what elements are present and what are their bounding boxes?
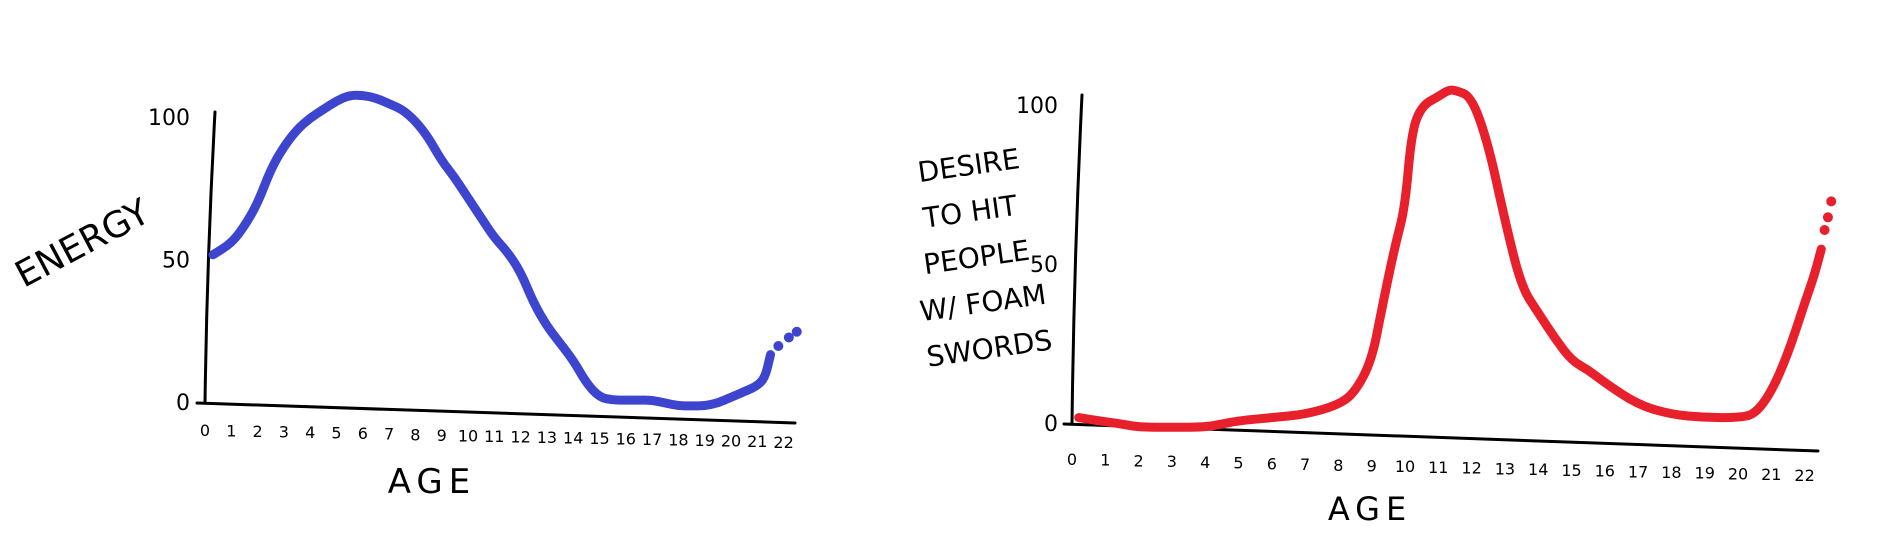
x-tick-label: 12 xyxy=(510,427,530,446)
x-tick-label: 5 xyxy=(1233,454,1243,473)
x-tick-label: 6 xyxy=(1267,454,1277,473)
x-tick-label: 1 xyxy=(226,422,236,441)
x-tick-label: 17 xyxy=(642,430,662,449)
x-tick-label: 3 xyxy=(1167,452,1177,471)
x-tick-label: 15 xyxy=(1561,461,1581,480)
x-tick-label: 15 xyxy=(589,429,609,448)
y-tick-label: 0 xyxy=(176,391,190,416)
y-axis-title-line: PEOPLE xyxy=(921,234,1031,282)
y-tick-label: 50 xyxy=(162,249,190,274)
x-tick-label: 6 xyxy=(358,424,368,443)
y-axis-title-line: W/ FOAM xyxy=(918,278,1048,328)
x-tick-label: 7 xyxy=(1300,455,1310,474)
x-tick-label: 22 xyxy=(1794,466,1814,485)
trail-dot xyxy=(1826,196,1837,207)
x-tick-label: 13 xyxy=(537,428,557,447)
x-tick-label: 18 xyxy=(1661,463,1681,482)
x-tick-label: 20 xyxy=(721,432,741,451)
x-axis xyxy=(195,401,797,425)
x-tick-label: 21 xyxy=(1761,465,1781,484)
y-axis-title-line: TO HIT xyxy=(920,189,1020,235)
series-line xyxy=(1074,85,1826,432)
x-tick-label: 18 xyxy=(668,431,688,450)
x-tick-label: 20 xyxy=(1728,464,1748,483)
x-tick-label: 19 xyxy=(1695,464,1715,483)
trail-dot xyxy=(1822,212,1833,223)
y-tick-label: 0 xyxy=(1044,412,1058,437)
y-axis-title: ENERGY xyxy=(9,191,158,296)
x-tick-label: 10 xyxy=(458,426,478,445)
x-tick-label: 17 xyxy=(1628,462,1648,481)
x-tick-label: 14 xyxy=(1528,460,1548,479)
x-tick-label: 10 xyxy=(1395,457,1415,476)
y-axis xyxy=(203,110,217,405)
y-tick-label: 100 xyxy=(148,106,190,131)
x-tick-label: 14 xyxy=(563,428,583,447)
x-tick-label: 8 xyxy=(410,425,420,444)
x-tick-label: 16 xyxy=(616,430,636,449)
trail-dot xyxy=(773,341,784,351)
x-tick-label: 4 xyxy=(1200,453,1210,472)
x-tick-label: 9 xyxy=(437,426,447,445)
trail-dot xyxy=(791,326,802,337)
x-tick-label: 12 xyxy=(1461,459,1481,478)
y-tick-label: 100 xyxy=(1016,94,1058,119)
x-tick-label: 11 xyxy=(1428,458,1448,477)
x-tick-label: 13 xyxy=(1495,459,1515,478)
x-tick-label: 11 xyxy=(484,427,504,446)
x-axis-title: AGE xyxy=(388,462,477,502)
x-tick-label: 3 xyxy=(279,423,289,442)
x-tick-label: 21 xyxy=(747,432,767,451)
x-tick-label: 16 xyxy=(1595,462,1615,481)
x-tick-label: 0 xyxy=(200,421,210,440)
x-tick-label: 7 xyxy=(384,425,394,444)
y-tick-label: 50 xyxy=(1030,253,1058,278)
y-axis xyxy=(1070,93,1084,426)
x-tick-label: 8 xyxy=(1333,456,1343,475)
trail-dot xyxy=(783,332,794,343)
x-tick-label: 9 xyxy=(1367,457,1377,476)
x-tick-label: 2 xyxy=(253,422,263,441)
x-tick-label: 2 xyxy=(1134,451,1144,470)
trail-dot xyxy=(1819,225,1830,236)
x-tick-label: 1 xyxy=(1100,451,1110,470)
y-axis-title-line: SWORDS xyxy=(925,323,1055,373)
y-axis-title-line: DESIRE xyxy=(916,142,1022,189)
x-tick-label: 0 xyxy=(1067,450,1077,469)
x-tick-label: 19 xyxy=(695,431,715,450)
x-tick-label: 5 xyxy=(331,424,341,443)
x-tick-label: 4 xyxy=(305,423,315,442)
series-line xyxy=(208,90,775,411)
x-tick-label: 22 xyxy=(773,433,793,452)
x-axis-title: AGE xyxy=(1328,490,1412,528)
